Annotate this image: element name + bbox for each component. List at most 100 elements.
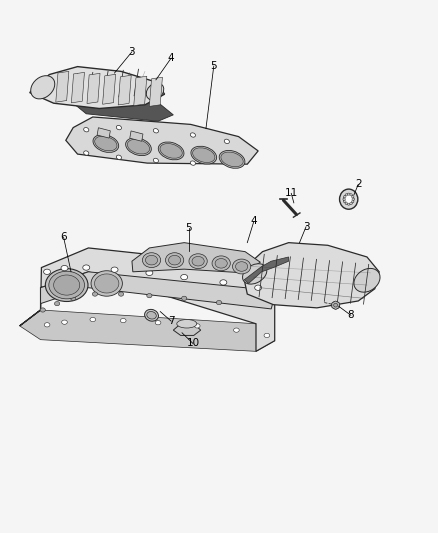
Polygon shape: [118, 75, 131, 105]
Ellipse shape: [155, 320, 161, 325]
Ellipse shape: [243, 264, 267, 284]
Ellipse shape: [343, 200, 346, 203]
Ellipse shape: [181, 274, 187, 280]
Text: 3: 3: [129, 47, 135, 56]
Ellipse shape: [343, 194, 354, 205]
Ellipse shape: [44, 269, 50, 274]
Polygon shape: [132, 243, 260, 273]
Text: 11: 11: [285, 188, 298, 198]
Ellipse shape: [177, 319, 197, 328]
Polygon shape: [87, 74, 100, 103]
Ellipse shape: [158, 142, 184, 160]
Ellipse shape: [95, 136, 117, 151]
Ellipse shape: [352, 198, 355, 200]
Polygon shape: [30, 67, 165, 109]
Ellipse shape: [90, 317, 95, 321]
Ellipse shape: [350, 193, 352, 196]
Ellipse shape: [118, 292, 124, 296]
Polygon shape: [173, 324, 201, 335]
Ellipse shape: [49, 271, 85, 299]
Ellipse shape: [345, 203, 348, 205]
Text: 4: 4: [251, 216, 257, 227]
Ellipse shape: [219, 150, 245, 168]
Ellipse shape: [343, 198, 346, 200]
Ellipse shape: [347, 193, 350, 195]
Ellipse shape: [142, 253, 161, 268]
Ellipse shape: [216, 301, 222, 305]
Text: 5: 5: [185, 223, 192, 233]
Ellipse shape: [351, 196, 354, 198]
Ellipse shape: [233, 328, 239, 332]
Ellipse shape: [347, 203, 350, 205]
Ellipse shape: [166, 253, 184, 268]
Ellipse shape: [127, 139, 150, 154]
Ellipse shape: [190, 161, 195, 165]
Ellipse shape: [147, 311, 156, 319]
Text: 5: 5: [211, 61, 217, 71]
Ellipse shape: [354, 269, 380, 292]
Ellipse shape: [46, 269, 88, 302]
Ellipse shape: [126, 138, 152, 156]
Ellipse shape: [153, 128, 159, 133]
Ellipse shape: [145, 255, 158, 265]
Ellipse shape: [111, 267, 118, 272]
Ellipse shape: [343, 196, 346, 198]
Ellipse shape: [192, 256, 204, 266]
Text: 7: 7: [168, 316, 174, 326]
Ellipse shape: [120, 318, 126, 322]
Ellipse shape: [91, 271, 122, 296]
Ellipse shape: [146, 83, 164, 100]
Polygon shape: [56, 71, 69, 102]
Polygon shape: [102, 74, 116, 104]
Polygon shape: [41, 272, 275, 309]
Polygon shape: [149, 77, 162, 107]
Polygon shape: [244, 243, 379, 308]
Ellipse shape: [53, 275, 80, 295]
Ellipse shape: [153, 158, 159, 163]
Ellipse shape: [117, 125, 121, 130]
Ellipse shape: [191, 146, 217, 164]
Ellipse shape: [351, 200, 354, 203]
Polygon shape: [332, 301, 339, 310]
Text: 4: 4: [168, 53, 174, 63]
Ellipse shape: [40, 308, 46, 312]
Ellipse shape: [62, 320, 67, 324]
Ellipse shape: [193, 148, 215, 163]
Bar: [97, 128, 110, 138]
Ellipse shape: [190, 133, 195, 137]
Ellipse shape: [332, 302, 339, 309]
Ellipse shape: [83, 265, 90, 270]
Ellipse shape: [264, 333, 270, 337]
Ellipse shape: [221, 152, 243, 167]
Ellipse shape: [350, 203, 352, 205]
Ellipse shape: [182, 296, 187, 301]
Text: 8: 8: [348, 310, 354, 320]
Ellipse shape: [254, 285, 261, 290]
Ellipse shape: [160, 143, 182, 158]
Ellipse shape: [215, 259, 227, 268]
Ellipse shape: [233, 259, 251, 274]
Ellipse shape: [117, 155, 121, 159]
Ellipse shape: [220, 280, 227, 285]
Ellipse shape: [236, 262, 248, 271]
Text: 3: 3: [303, 222, 309, 232]
Polygon shape: [71, 72, 85, 103]
Ellipse shape: [224, 139, 230, 143]
Ellipse shape: [339, 189, 358, 209]
Text: 10: 10: [186, 338, 199, 349]
Text: 2: 2: [355, 179, 362, 189]
Bar: [130, 131, 143, 141]
Polygon shape: [134, 76, 147, 106]
Polygon shape: [20, 248, 275, 351]
Ellipse shape: [71, 296, 76, 301]
Ellipse shape: [334, 303, 338, 307]
Ellipse shape: [189, 254, 207, 269]
Ellipse shape: [61, 265, 68, 271]
Ellipse shape: [145, 309, 159, 321]
Ellipse shape: [345, 193, 348, 196]
Ellipse shape: [93, 134, 119, 152]
Ellipse shape: [84, 127, 89, 132]
Ellipse shape: [95, 274, 119, 293]
Polygon shape: [73, 96, 173, 121]
Ellipse shape: [147, 294, 152, 298]
